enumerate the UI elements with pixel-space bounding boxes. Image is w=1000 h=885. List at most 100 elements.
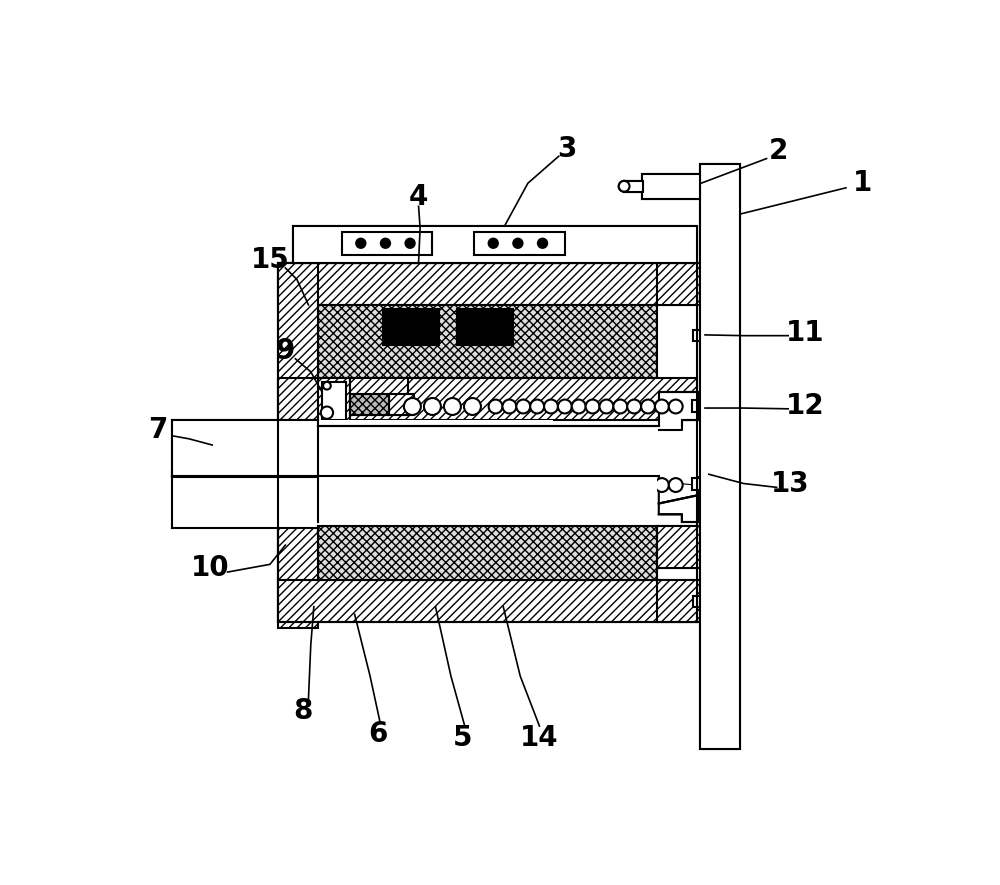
Text: 11: 11 bbox=[786, 319, 824, 347]
Circle shape bbox=[321, 506, 333, 519]
Circle shape bbox=[655, 478, 669, 492]
Bar bbox=[350, 471, 389, 491]
Bar bbox=[278, 526, 697, 568]
Bar bbox=[642, 174, 700, 198]
Circle shape bbox=[613, 478, 627, 492]
Text: 15: 15 bbox=[251, 246, 289, 274]
Circle shape bbox=[404, 398, 421, 415]
Circle shape bbox=[655, 399, 669, 413]
Circle shape bbox=[530, 399, 544, 413]
Text: 10: 10 bbox=[191, 554, 230, 582]
Circle shape bbox=[572, 399, 586, 413]
Bar bbox=[350, 394, 389, 415]
Bar bbox=[657, 580, 700, 622]
Bar bbox=[350, 399, 408, 415]
Bar bbox=[657, 263, 700, 304]
Bar bbox=[172, 420, 553, 477]
Circle shape bbox=[424, 398, 441, 415]
Circle shape bbox=[627, 399, 641, 413]
Bar bbox=[474, 232, 565, 255]
Circle shape bbox=[381, 239, 390, 248]
Bar bbox=[318, 426, 657, 526]
Bar bbox=[342, 232, 432, 255]
Circle shape bbox=[641, 478, 655, 492]
Text: 3: 3 bbox=[557, 135, 576, 163]
Circle shape bbox=[405, 239, 415, 248]
Polygon shape bbox=[659, 495, 699, 522]
Text: 6: 6 bbox=[368, 720, 387, 748]
Circle shape bbox=[464, 398, 481, 415]
Text: 7: 7 bbox=[149, 416, 168, 443]
Circle shape bbox=[619, 181, 630, 192]
Circle shape bbox=[627, 478, 641, 492]
Circle shape bbox=[572, 478, 586, 492]
Bar bbox=[318, 426, 699, 476]
Circle shape bbox=[669, 478, 683, 492]
Circle shape bbox=[404, 476, 421, 494]
Circle shape bbox=[641, 399, 655, 413]
Polygon shape bbox=[659, 392, 699, 429]
Circle shape bbox=[321, 406, 333, 419]
Circle shape bbox=[619, 181, 630, 192]
Text: 8: 8 bbox=[293, 696, 313, 725]
Bar bbox=[693, 596, 703, 607]
Circle shape bbox=[513, 239, 523, 248]
Bar bbox=[692, 399, 703, 412]
Circle shape bbox=[558, 399, 572, 413]
Bar bbox=[350, 491, 408, 512]
Bar bbox=[318, 526, 657, 580]
Circle shape bbox=[558, 478, 572, 492]
Circle shape bbox=[489, 239, 498, 248]
Circle shape bbox=[513, 239, 523, 248]
Bar bbox=[172, 420, 318, 527]
Bar bbox=[624, 181, 643, 192]
Circle shape bbox=[489, 478, 502, 492]
Circle shape bbox=[381, 239, 390, 248]
Bar bbox=[293, 226, 697, 263]
Bar bbox=[700, 164, 740, 749]
Bar bbox=[457, 310, 512, 345]
Polygon shape bbox=[659, 435, 699, 504]
Circle shape bbox=[538, 239, 547, 248]
Bar bbox=[278, 263, 318, 432]
Circle shape bbox=[356, 239, 365, 248]
Bar bbox=[383, 310, 439, 345]
Circle shape bbox=[323, 480, 331, 488]
Circle shape bbox=[405, 239, 415, 248]
Bar bbox=[322, 381, 346, 420]
Text: 13: 13 bbox=[770, 470, 809, 497]
Circle shape bbox=[444, 476, 461, 494]
Bar bbox=[278, 580, 697, 622]
Bar bbox=[322, 480, 346, 519]
Bar bbox=[318, 476, 350, 524]
Bar bbox=[350, 378, 408, 399]
Text: 9: 9 bbox=[276, 337, 295, 365]
Bar bbox=[389, 471, 414, 491]
Circle shape bbox=[544, 478, 558, 492]
Circle shape bbox=[530, 478, 544, 492]
Circle shape bbox=[502, 478, 516, 492]
Bar bbox=[657, 526, 700, 568]
Bar bbox=[318, 304, 657, 378]
Text: 12: 12 bbox=[786, 393, 824, 420]
Bar bbox=[350, 476, 408, 491]
Circle shape bbox=[544, 399, 558, 413]
Text: 5: 5 bbox=[453, 724, 472, 751]
Circle shape bbox=[600, 478, 613, 492]
Bar bbox=[474, 232, 565, 255]
Circle shape bbox=[323, 381, 331, 389]
Text: 1: 1 bbox=[853, 169, 872, 197]
Bar bbox=[693, 329, 703, 341]
Bar bbox=[318, 378, 350, 424]
Circle shape bbox=[669, 399, 683, 413]
Bar bbox=[389, 394, 414, 415]
Circle shape bbox=[464, 476, 481, 494]
Text: 4: 4 bbox=[409, 183, 428, 211]
Bar bbox=[278, 378, 697, 420]
Bar bbox=[692, 478, 703, 490]
Circle shape bbox=[516, 399, 530, 413]
Circle shape bbox=[502, 399, 516, 413]
Circle shape bbox=[613, 399, 627, 413]
Circle shape bbox=[489, 239, 498, 248]
Bar bbox=[700, 164, 740, 749]
